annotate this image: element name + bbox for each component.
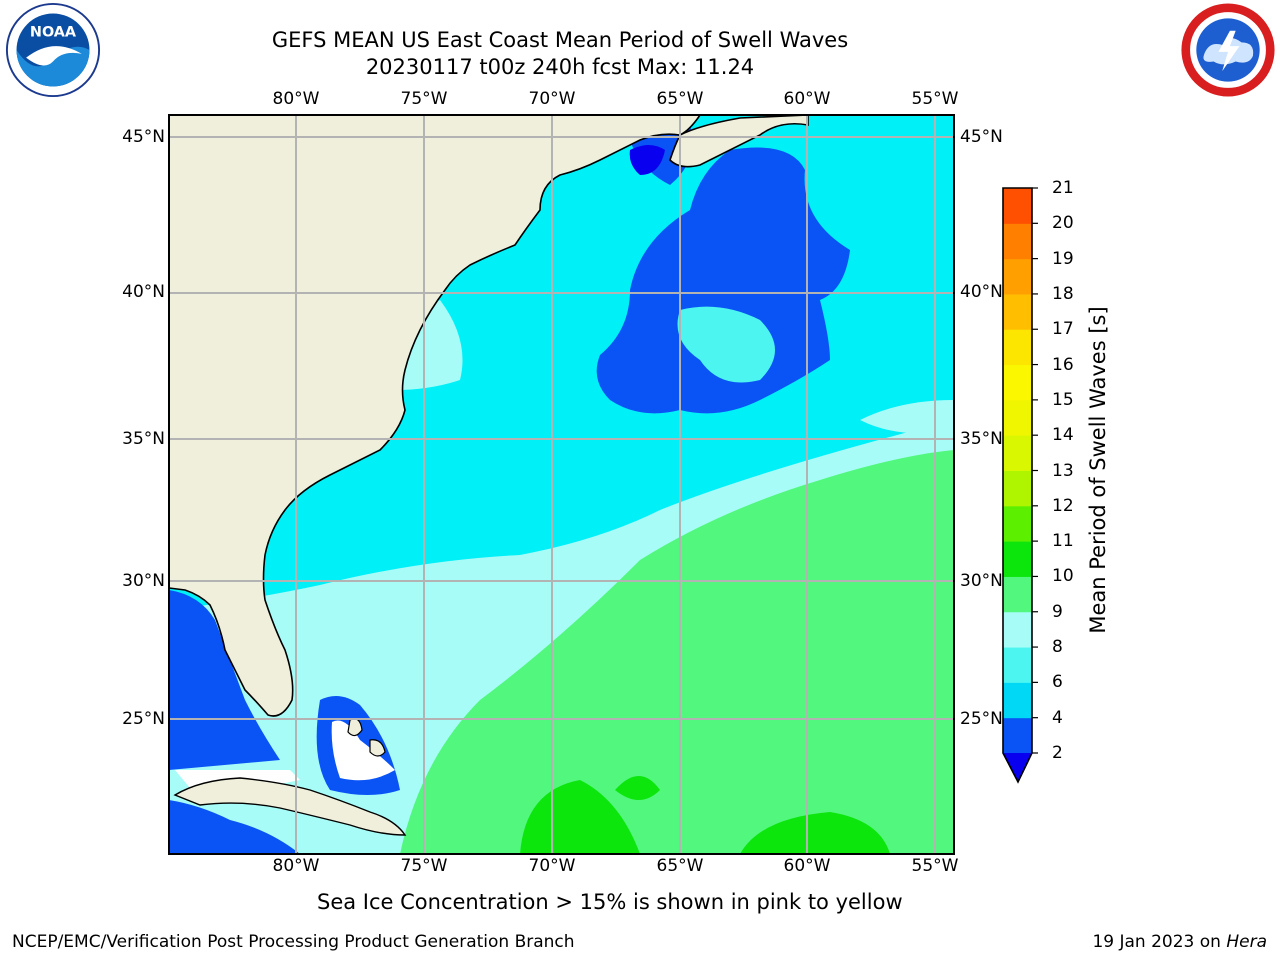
lat-label: 25°N xyxy=(960,709,1003,729)
colorbar-tick-label: 2 xyxy=(1052,743,1063,763)
lat-label: 35°N xyxy=(122,429,165,449)
lon-label: 55°W xyxy=(911,856,959,876)
colorbar-tick-label: 19 xyxy=(1052,248,1074,269)
footer-date: 19 Jan 2023 on Hera xyxy=(1092,932,1267,952)
swell-band-8-9 xyxy=(860,400,954,434)
lat-label: 40°N xyxy=(122,282,165,302)
colorbar-tick-label: 18 xyxy=(1052,283,1074,304)
colorbar-cell xyxy=(1003,611,1032,648)
swell-band-2-4 xyxy=(596,147,850,414)
forecast-info: 20230117 t00z 240h fcst Max: 11.24 xyxy=(365,55,755,79)
colorbar-frame xyxy=(1002,187,1033,784)
colorbar-tick-label: 13 xyxy=(1052,460,1074,481)
colorbar-tick-label: 14 xyxy=(1052,425,1074,446)
colorbar-cell xyxy=(1003,541,1032,577)
footer-host: Hera xyxy=(1226,932,1267,952)
sea-ice-note: Sea Ice Concentration > 15% is shown in … xyxy=(317,890,903,914)
map-gridlines xyxy=(169,115,954,854)
colorbar-cell xyxy=(1003,435,1032,471)
lat-label: 30°N xyxy=(960,571,1003,591)
map-area xyxy=(169,115,954,854)
colorbar-cell xyxy=(1003,576,1032,613)
colorbar-tick-label: 9 xyxy=(1052,601,1063,622)
colorbar-cell xyxy=(1003,364,1032,401)
colorbar-tick-label: 15 xyxy=(1052,389,1074,410)
colorbar-tick-label: 20 xyxy=(1052,213,1074,234)
colorbar-cell xyxy=(1003,293,1032,330)
footer-credit: NCEP/EMC/Verification Post Processing Pr… xyxy=(12,932,575,952)
colorbar-tick-label: 6 xyxy=(1052,672,1063,693)
land-mass xyxy=(369,739,386,757)
colorbar-cell xyxy=(1003,717,1032,754)
lon-label: 75°W xyxy=(400,856,448,876)
colorbar-cell xyxy=(1003,682,1032,719)
colorbar-cell xyxy=(1003,470,1032,507)
lat-label: 25°N xyxy=(122,709,165,729)
colorbar-tick-label: 8 xyxy=(1052,637,1063,658)
colorbar-cell xyxy=(1003,647,1032,683)
swell-band-2-4 xyxy=(169,800,300,854)
swell-band-10-11 xyxy=(520,780,640,854)
swell-band-under-2 xyxy=(629,145,665,175)
swell-band-9-10 xyxy=(400,450,954,854)
colorbar-cell xyxy=(1003,188,1032,224)
lat-label: 45°N xyxy=(122,127,165,147)
colorbar-tick-label: 21 xyxy=(1052,178,1074,198)
noaa-logo: NOAA xyxy=(5,2,101,98)
land-mass xyxy=(173,777,407,836)
lon-label: 70°W xyxy=(528,89,576,109)
colorbar-cell xyxy=(1003,223,1032,260)
colorbar-cell xyxy=(1003,258,1032,295)
lon-label: 80°W xyxy=(272,89,320,109)
lon-label: 55°W xyxy=(911,89,959,109)
no-data-area xyxy=(331,720,395,781)
colorbar-tick-label: 16 xyxy=(1052,354,1074,375)
colorbar-tick-label: 4 xyxy=(1052,707,1063,728)
lat-label: 30°N xyxy=(122,571,165,591)
swell-band-6-8 xyxy=(677,306,775,383)
land-mass xyxy=(169,115,701,717)
colorbar-cell xyxy=(1003,505,1032,542)
lat-label: 35°N xyxy=(960,429,1003,449)
footer-date-text: 19 Jan 2023 on xyxy=(1092,932,1227,952)
swell-band-10-11 xyxy=(615,776,660,800)
colorbar-tick-label: 12 xyxy=(1052,495,1074,516)
swell-band-10-11 xyxy=(740,812,890,854)
lon-label: 75°W xyxy=(400,89,448,109)
lat-label: 40°N xyxy=(960,282,1003,302)
colorbar-tick-label: 11 xyxy=(1052,531,1074,552)
lon-label: 60°W xyxy=(783,89,831,109)
colorbar-cell xyxy=(1003,329,1032,366)
lat-label: 45°N xyxy=(960,127,1003,147)
colorbar-tickmarks xyxy=(1032,187,1038,754)
colorbar-label: Mean Period of Swell Waves [s] xyxy=(1086,306,1110,634)
lon-label: 70°W xyxy=(528,856,576,876)
lon-label: 65°W xyxy=(656,856,704,876)
chart-title: GEFS MEAN US East Coast Mean Period of S… xyxy=(271,28,849,52)
lon-label: 65°W xyxy=(656,89,704,109)
lon-label: 80°W xyxy=(272,856,320,876)
colorbar-extend-triangle xyxy=(1003,753,1032,782)
colorbar-tick-label: 17 xyxy=(1052,319,1074,340)
map-frame xyxy=(168,114,955,855)
nws-logo xyxy=(1181,3,1275,97)
svg-text:NOAA: NOAA xyxy=(30,25,77,41)
swell-band-2-4 xyxy=(169,590,280,770)
land-mass xyxy=(669,115,809,168)
colorbar-tick-label: 10 xyxy=(1052,566,1074,587)
colorbar xyxy=(1003,188,1032,754)
lon-label: 60°W xyxy=(783,856,831,876)
colorbar-cell xyxy=(1003,399,1032,436)
